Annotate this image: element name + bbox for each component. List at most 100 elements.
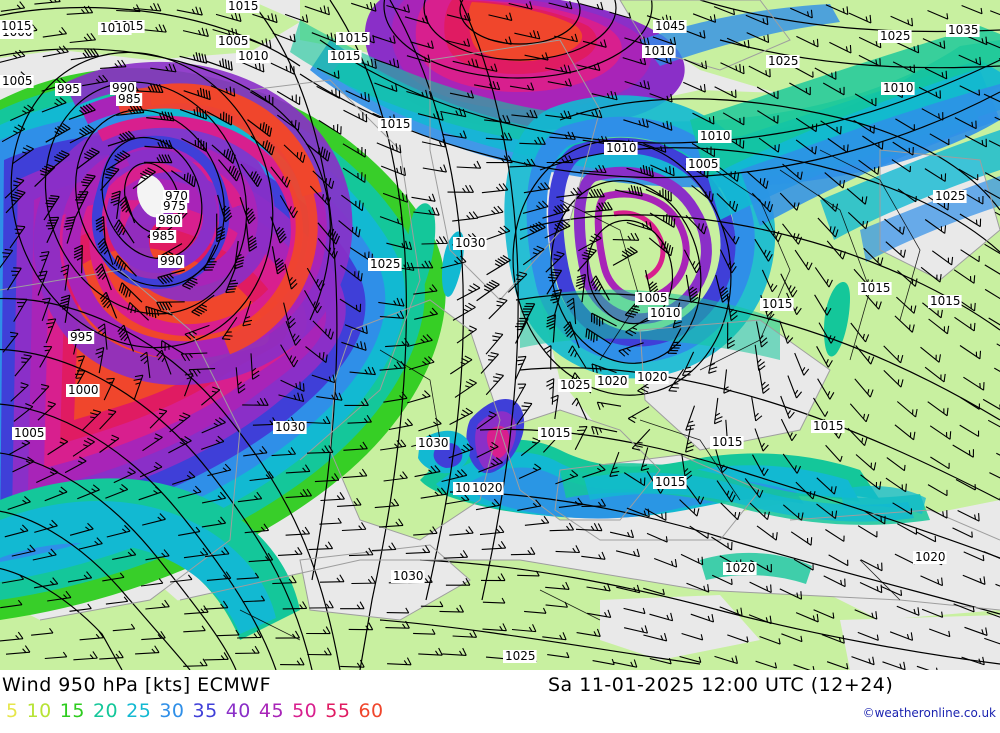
isobar-label: 1015 <box>226 0 260 13</box>
isobar-label: 1035 <box>946 23 980 37</box>
isobar-label: 1015 <box>928 294 962 308</box>
legend-tick-45: 45 <box>258 700 285 722</box>
isobar-label: 1005 <box>216 34 250 48</box>
legend-tick-30: 30 <box>159 700 185 722</box>
isobar-label: 1015 <box>653 475 687 489</box>
map-footer: Wind 950 hPa [kts] ECMWF Sa 11-01-2025 1… <box>0 670 1000 733</box>
legend-tick-50: 50 <box>292 700 318 722</box>
svg-text:1015: 1015 <box>860 281 891 295</box>
isobar-label: 1015 <box>0 19 33 33</box>
isobar-label: 980 <box>156 213 183 227</box>
isobar-label: 1015 <box>760 297 794 311</box>
svg-text:1015: 1015 <box>930 294 961 308</box>
copyright-credit: ©weatheronline.co.uk <box>862 706 996 720</box>
svg-text:1010: 1010 <box>650 306 681 320</box>
svg-text:1015: 1015 <box>655 475 686 489</box>
map-datetime: Sa 11-01-2025 12:00 UTC (12+24) <box>548 674 894 696</box>
isobar-label: 1010 <box>642 44 676 58</box>
legend-tick-5: 5 <box>6 700 19 722</box>
svg-text:1005: 1005 <box>688 157 719 171</box>
isobar-label: 1020 <box>595 374 629 388</box>
isobar-label: 1025 <box>368 257 402 271</box>
isobar-label: 1020 <box>470 481 504 495</box>
border-layer <box>239 149 921 641</box>
svg-text:1000: 1000 <box>68 383 99 397</box>
isobar-label: 1015 <box>811 419 845 433</box>
isobar-label: 1030 <box>453 236 487 250</box>
isobar-label: 1015 <box>336 31 370 45</box>
legend-tick-35: 35 <box>192 700 218 722</box>
isobar-label: 1005 <box>635 291 669 305</box>
svg-text:975: 975 <box>163 199 186 213</box>
isobar-label: 985 <box>150 229 177 243</box>
svg-text:985: 985 <box>152 229 175 243</box>
svg-text:1045: 1045 <box>655 19 686 33</box>
isobar-label: 1025 <box>933 189 967 203</box>
isobar-label: 995 <box>55 82 82 96</box>
isobar-label: 1005 <box>0 74 34 88</box>
svg-text:1005: 1005 <box>14 426 45 440</box>
isobar-label: 1010 <box>698 129 732 143</box>
isobar-label: 1020 <box>723 561 757 575</box>
svg-text:1025: 1025 <box>370 257 401 271</box>
svg-text:1015: 1015 <box>1 19 32 33</box>
isobar-label: 1030 <box>416 436 450 450</box>
svg-text:1015: 1015 <box>380 117 411 131</box>
svg-text:990: 990 <box>160 254 183 268</box>
isobar-label: 1005 <box>686 157 720 171</box>
isobar-label: 1015 <box>328 49 362 63</box>
isobar-label: 1010 <box>648 306 682 320</box>
wind-speed-legend: 5 10 15 20 25 30 35 40 45 50 55 60 <box>6 700 392 722</box>
isobar-label: 1020 <box>635 370 669 384</box>
isobar-label: 1030 <box>273 420 307 434</box>
svg-text:1015: 1015 <box>813 419 844 433</box>
isobar-label: 990 <box>110 81 137 95</box>
legend-tick-60: 60 <box>358 700 384 722</box>
svg-text:990: 990 <box>112 81 135 95</box>
isobar-label: 1000 <box>66 383 100 397</box>
svg-text:1030: 1030 <box>275 420 306 434</box>
svg-text:970: 970 <box>165 189 188 203</box>
isobar-label: 990 <box>158 254 185 268</box>
isobar-label: 1045 <box>653 19 687 33</box>
legend-tick-25: 25 <box>126 700 152 722</box>
svg-text:1025: 1025 <box>935 189 966 203</box>
svg-text:1020: 1020 <box>637 370 668 384</box>
svg-text:985: 985 <box>118 92 141 106</box>
svg-text:1030: 1030 <box>393 569 424 583</box>
svg-text:1005: 1005 <box>218 34 249 48</box>
isobar-label: 1030 <box>391 569 425 583</box>
svg-text:1010: 1010 <box>883 81 914 95</box>
isobar-label: 995 <box>68 330 95 344</box>
legend-tick-40: 40 <box>225 700 251 722</box>
weather-map[interactable]: 1005100010159959909851005101010101015101… <box>0 0 1000 670</box>
isobar-label: 1025 <box>503 649 537 663</box>
svg-text:1025: 1025 <box>505 649 536 663</box>
isobar-label: 1010 <box>98 21 132 35</box>
legend-tick-20: 20 <box>92 700 119 722</box>
isobar-label: 1020 <box>913 550 947 564</box>
isobar-label: 1010 <box>604 141 638 155</box>
svg-text:980: 980 <box>158 213 181 227</box>
svg-text:995: 995 <box>57 82 80 96</box>
legend-tick-55: 55 <box>325 700 351 722</box>
legend-tick-10: 10 <box>26 700 52 722</box>
svg-text:1030: 1030 <box>455 236 486 250</box>
svg-text:1015: 1015 <box>540 426 571 440</box>
isobar-label: 1015 <box>710 435 744 449</box>
isobar-label: 1005 <box>12 426 46 440</box>
svg-text:1015: 1015 <box>762 297 793 311</box>
svg-text:1010: 1010 <box>238 49 269 63</box>
svg-text:1015: 1015 <box>338 31 369 45</box>
isobar-label: 1010 <box>236 49 270 63</box>
map-canvas: 1005100010159959909851005101010101015101… <box>0 0 1000 670</box>
isobar-label: 1025 <box>558 378 592 392</box>
svg-text:995: 995 <box>70 330 93 344</box>
svg-text:1005: 1005 <box>637 291 668 305</box>
svg-text:1010: 1010 <box>700 129 731 143</box>
isobar-label: 1025 <box>766 54 800 68</box>
svg-text:1005: 1005 <box>2 74 33 88</box>
svg-text:1020: 1020 <box>725 561 756 575</box>
svg-text:1015: 1015 <box>330 49 361 63</box>
